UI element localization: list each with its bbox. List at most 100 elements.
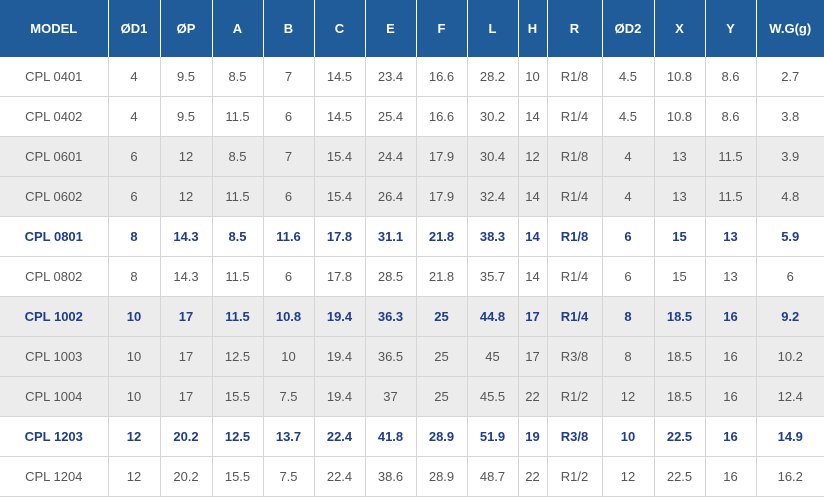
value-cell: 10 (108, 376, 161, 417)
table-row: CPL 1203 12 20.2 12.5 13.7 22.4 41.8 28.9 51.9 19… (0, 416, 824, 457)
value-cell: 22.4 (314, 416, 366, 457)
model-cell: CPL 1003 (0, 336, 109, 377)
value-cell: 14 (518, 256, 548, 297)
value-cell: 14.3 (160, 256, 213, 297)
model-cell: CPL 0402 (0, 96, 109, 137)
value-cell: 16 (705, 296, 757, 337)
value-cell: 10 (108, 336, 161, 377)
model-cell: CPL 0801 (0, 216, 109, 257)
value-cell: 12 (108, 416, 161, 457)
value-cell: 30.2 (467, 96, 519, 137)
value-cell: R1/4 (547, 176, 603, 217)
model-cell: CPL 0601 (0, 136, 109, 177)
value-cell: 15.5 (212, 456, 264, 497)
value-cell: R1/2 (547, 456, 603, 497)
value-cell: 28.2 (467, 57, 519, 97)
value-cell: 48.7 (467, 456, 519, 497)
value-cell: 41.8 (365, 416, 417, 457)
table-body: CPL 0401 4 9.5 8.5 7 14.5 23.4 16.6 28.2 10 R1/8 4.… (0, 57, 824, 497)
value-cell: 7.5 (263, 376, 315, 417)
value-cell: 12 (518, 136, 548, 177)
value-cell: 8 (602, 296, 655, 337)
value-cell: 11.5 (212, 176, 264, 217)
value-cell: R3/8 (547, 336, 603, 377)
value-cell: R1/2 (547, 376, 603, 417)
value-cell: 45.5 (467, 376, 519, 417)
column-header: H (518, 0, 548, 57)
value-cell: 17 (160, 296, 213, 337)
value-cell: 17 (518, 336, 548, 377)
value-cell: 2.7 (756, 57, 824, 97)
value-cell: 15.4 (314, 136, 366, 177)
value-cell: 17 (160, 336, 213, 377)
value-cell: R1/8 (547, 57, 603, 97)
value-cell: 36.3 (365, 296, 417, 337)
value-cell: 45 (467, 336, 519, 377)
model-cell: CPL 0401 (0, 57, 109, 97)
value-cell: 4 (602, 176, 655, 217)
value-cell: R1/8 (547, 216, 603, 257)
value-cell: 22 (518, 376, 548, 417)
value-cell: 25.4 (365, 96, 417, 137)
value-cell: 16.6 (416, 57, 468, 97)
value-cell: 19.4 (314, 296, 366, 337)
value-cell: 6 (602, 216, 655, 257)
value-cell: 4 (108, 57, 161, 97)
value-cell: 30.4 (467, 136, 519, 177)
value-cell: 13 (654, 136, 706, 177)
table-row: CPL 0401 4 9.5 8.5 7 14.5 23.4 16.6 28.2 10 R1/8 4.… (0, 57, 824, 97)
value-cell: 10 (263, 336, 315, 377)
value-cell: 6 (108, 136, 161, 177)
value-cell: 14 (518, 216, 548, 257)
value-cell: 12.5 (212, 336, 264, 377)
value-cell: 10 (602, 416, 655, 457)
value-cell: 9.5 (160, 57, 213, 97)
column-header: Y (705, 0, 757, 57)
value-cell: 12.5 (212, 416, 264, 457)
column-header: ØD2 (602, 0, 655, 57)
table-row: CPL 0402 4 9.5 11.5 6 14.5 25.4 16.6 30.2 14 R1/4 4… (0, 96, 824, 137)
value-cell: 24.4 (365, 136, 417, 177)
column-header: R (547, 0, 603, 57)
value-cell: 18.5 (654, 296, 706, 337)
value-cell: 8.5 (212, 136, 264, 177)
value-cell: 4.5 (602, 57, 655, 97)
value-cell: 51.9 (467, 416, 519, 457)
value-cell: R1/4 (547, 256, 603, 297)
value-cell: 12 (160, 136, 213, 177)
value-cell: 28.9 (416, 456, 468, 497)
value-cell: 18.5 (654, 336, 706, 377)
value-cell: 7.5 (263, 456, 315, 497)
value-cell: 6 (602, 256, 655, 297)
table-row: CPL 0601 6 12 8.5 7 15.4 24.4 17.9 30.4 12 R1/8 4 13… (0, 136, 824, 177)
value-cell: 14 (518, 176, 548, 217)
model-cell: CPL 1004 (0, 376, 109, 417)
value-cell: 11.6 (263, 216, 315, 257)
value-cell: 21.8 (416, 216, 468, 257)
value-cell: 26.4 (365, 176, 417, 217)
value-cell: 44.8 (467, 296, 519, 337)
column-header: F (416, 0, 468, 57)
value-cell: 16 (705, 456, 757, 497)
column-header: W.G(g) (756, 0, 824, 57)
value-cell: 13 (705, 256, 757, 297)
model-cell: CPL 0602 (0, 176, 109, 217)
value-cell: 17.8 (314, 256, 366, 297)
value-cell: 4 (108, 96, 161, 137)
value-cell: 14 (518, 96, 548, 137)
value-cell: 19.4 (314, 376, 366, 417)
value-cell: 12 (108, 456, 161, 497)
value-cell: 9.2 (756, 296, 824, 337)
value-cell: 22.5 (654, 456, 706, 497)
value-cell: 12 (160, 176, 213, 217)
value-cell: 6 (108, 176, 161, 217)
value-cell: 25 (416, 296, 468, 337)
column-header: MODEL (0, 0, 109, 57)
value-cell: 17.9 (416, 176, 468, 217)
value-cell: 4.5 (602, 96, 655, 137)
value-cell: 6 (756, 256, 824, 297)
value-cell: 5.9 (756, 216, 824, 257)
value-cell: 10.2 (756, 336, 824, 377)
value-cell: 7 (263, 136, 315, 177)
